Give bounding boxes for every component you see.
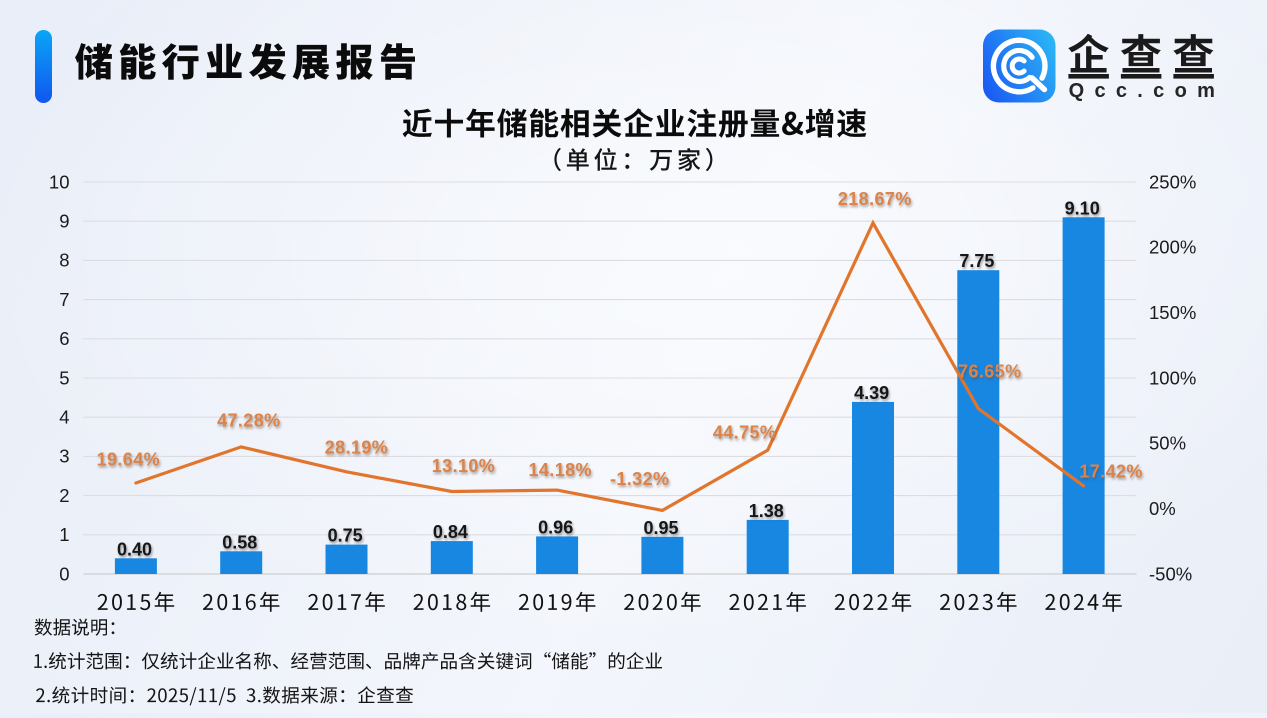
svg-text:19.64%: 19.64% [97, 450, 160, 470]
svg-text:6: 6 [59, 328, 69, 349]
svg-text:50%: 50% [1149, 433, 1186, 454]
svg-text:1: 1 [59, 524, 69, 545]
svg-text:7.75: 7.75 [959, 251, 994, 271]
svg-text:0.84: 0.84 [433, 522, 468, 542]
svg-text:14.18%: 14.18% [528, 460, 591, 480]
svg-text:0.40: 0.40 [117, 539, 152, 559]
svg-text:47.28%: 47.28% [217, 411, 280, 431]
svg-text:0.95: 0.95 [643, 518, 678, 538]
svg-text:218.67%: 218.67% [838, 189, 912, 209]
svg-text:4: 4 [59, 407, 69, 428]
svg-text:9: 9 [59, 211, 69, 232]
svg-text:3: 3 [59, 446, 69, 467]
svg-text:10: 10 [49, 171, 70, 192]
svg-text:13.10%: 13.10% [432, 456, 495, 476]
svg-text:0%: 0% [1149, 498, 1176, 519]
svg-text:8: 8 [59, 250, 69, 271]
svg-text:-1.32%: -1.32% [610, 469, 669, 489]
svg-text:0: 0 [59, 563, 69, 584]
svg-text:76.65%: 76.65% [958, 361, 1021, 381]
svg-text:2: 2 [59, 485, 69, 506]
svg-text:250%: 250% [1149, 171, 1196, 192]
svg-text:1.38: 1.38 [749, 501, 784, 521]
svg-text:200%: 200% [1149, 237, 1196, 258]
svg-text:28.19%: 28.19% [325, 437, 388, 457]
svg-text:0.96: 0.96 [538, 517, 573, 537]
svg-text:9.10: 9.10 [1065, 198, 1100, 218]
svg-text:5: 5 [59, 367, 69, 388]
svg-text:150%: 150% [1149, 302, 1196, 323]
svg-text:44.75%: 44.75% [713, 422, 776, 442]
svg-text:-50%: -50% [1149, 563, 1192, 584]
svg-text:4.39: 4.39 [854, 383, 889, 403]
svg-text:7: 7 [59, 289, 69, 310]
svg-text:Qcc.com: Qcc.com [1069, 80, 1226, 102]
svg-text:0.58: 0.58 [222, 532, 257, 552]
svg-text:100%: 100% [1149, 367, 1196, 388]
svg-text:17.42%: 17.42% [1079, 462, 1142, 482]
svg-text:0.75: 0.75 [328, 526, 363, 546]
